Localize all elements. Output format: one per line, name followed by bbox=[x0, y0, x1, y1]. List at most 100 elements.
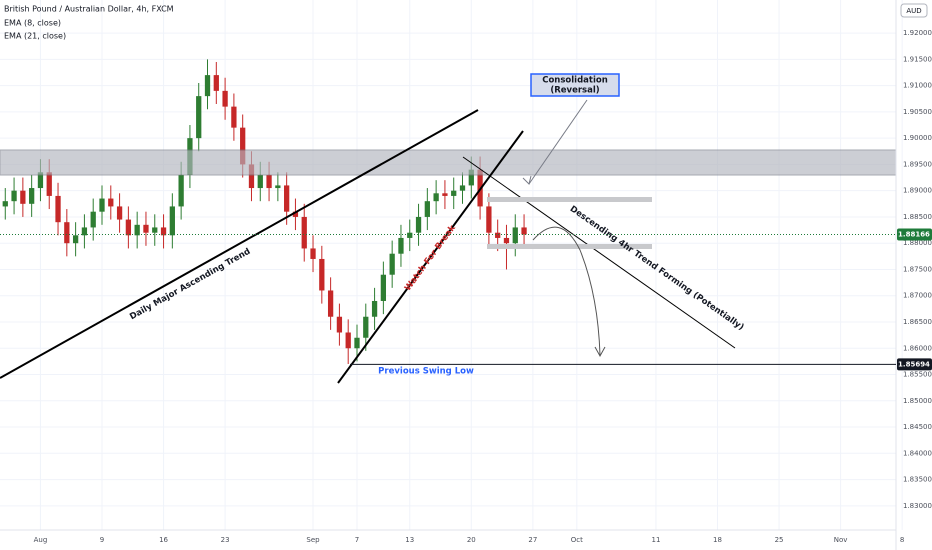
y-tick-label: 1.90000 bbox=[903, 134, 932, 142]
candle-body bbox=[11, 190, 17, 202]
candle-body bbox=[433, 193, 439, 202]
x-tick-label: 11 bbox=[651, 536, 660, 544]
y-tick-label: 1.91500 bbox=[903, 55, 932, 63]
x-tick-label: 20 bbox=[467, 536, 476, 544]
candle-body bbox=[134, 224, 140, 236]
candle-body bbox=[125, 219, 132, 236]
candle-body bbox=[275, 185, 281, 189]
price-label: 1.88166 bbox=[898, 230, 930, 238]
x-tick-label: 8 bbox=[900, 536, 904, 544]
candle-body bbox=[468, 169, 474, 186]
candle-body bbox=[257, 174, 263, 189]
candle-body bbox=[354, 337, 360, 349]
trend-line bbox=[0, 109, 479, 379]
y-tick-label: 1.92000 bbox=[903, 29, 932, 37]
candle-body bbox=[99, 198, 105, 212]
candle-body bbox=[363, 316, 369, 338]
candle-body bbox=[64, 222, 70, 244]
y-tick-label: 1.90500 bbox=[903, 108, 932, 116]
range-bar bbox=[487, 197, 652, 202]
callout-text: Consolidation bbox=[542, 76, 608, 86]
candle-body bbox=[292, 211, 299, 217]
x-tick-label: 23 bbox=[221, 536, 230, 544]
candle-body bbox=[143, 224, 149, 233]
candle-body bbox=[486, 206, 492, 233]
x-tick-label: Nov bbox=[834, 536, 848, 544]
candle-body bbox=[389, 253, 395, 275]
candle-body bbox=[152, 227, 158, 233]
x-tick-label: 18 bbox=[713, 536, 722, 544]
x-tick-label: 25 bbox=[775, 536, 784, 544]
y-tick-label: 1.83000 bbox=[903, 502, 932, 510]
candle-body bbox=[55, 195, 61, 223]
x-tick-label: 16 bbox=[159, 536, 168, 544]
chart-title: British Pound / Australian Dollar, 4h, F… bbox=[4, 5, 174, 14]
candle-body bbox=[240, 127, 246, 165]
price-label: 1.85694 bbox=[898, 360, 930, 368]
arrow-head bbox=[522, 175, 532, 185]
candle-body bbox=[81, 227, 88, 236]
candle-body bbox=[2, 201, 8, 207]
y-tick-label: 1.91000 bbox=[903, 82, 932, 90]
candle-body bbox=[37, 172, 44, 189]
y-tick-label: 1.84000 bbox=[903, 449, 932, 457]
candle-body bbox=[451, 190, 457, 196]
currency: AUD bbox=[906, 7, 921, 15]
candle-body bbox=[284, 185, 290, 212]
x-tick-label: 7 bbox=[355, 536, 359, 544]
candle-body bbox=[415, 216, 422, 233]
candle-body bbox=[310, 248, 316, 259]
candle-body bbox=[231, 106, 237, 128]
candle-body bbox=[169, 206, 175, 236]
y-tick-label: 1.85000 bbox=[903, 397, 932, 405]
x-tick-label: 13 bbox=[405, 536, 414, 544]
candle-body bbox=[116, 206, 123, 220]
x-tick-label: Aug bbox=[34, 536, 48, 544]
annotation-text: Previous Swing Low bbox=[378, 367, 474, 377]
candle-body bbox=[20, 190, 26, 204]
trend-line bbox=[462, 156, 736, 349]
candle-body bbox=[371, 300, 378, 317]
y-tick-label: 1.86000 bbox=[903, 344, 932, 352]
x-tick-label: Sep bbox=[306, 536, 320, 544]
x-tick-label: 9 bbox=[100, 536, 104, 544]
y-tick-label: 1.87000 bbox=[903, 292, 932, 300]
arrow bbox=[532, 226, 601, 356]
y-tick-label: 1.89500 bbox=[903, 160, 932, 168]
candle-body bbox=[442, 193, 448, 196]
candle-body bbox=[521, 227, 527, 235]
candle-body bbox=[196, 96, 202, 139]
y-tick-label: 1.83500 bbox=[903, 476, 932, 484]
candle-body bbox=[512, 227, 518, 244]
candle-body bbox=[248, 164, 255, 189]
candle-body bbox=[213, 75, 219, 91]
candle-body bbox=[398, 237, 404, 254]
candle-body bbox=[424, 201, 430, 217]
candle-body bbox=[459, 185, 466, 191]
y-tick-label: 1.87500 bbox=[903, 265, 932, 273]
candle-body bbox=[301, 216, 307, 249]
candle-body bbox=[160, 227, 167, 236]
y-tick-label: 1.84500 bbox=[903, 423, 932, 431]
candle-body bbox=[204, 75, 211, 97]
candle-body bbox=[266, 174, 272, 189]
trend-line bbox=[337, 130, 524, 384]
candle-body bbox=[46, 172, 52, 196]
candle-body bbox=[503, 237, 510, 244]
y-tick-label: 1.89000 bbox=[903, 187, 932, 195]
candle-body bbox=[495, 232, 501, 238]
candle-body bbox=[178, 174, 184, 207]
currency-box bbox=[900, 3, 928, 18]
candle-body bbox=[380, 274, 387, 301]
candle-body bbox=[319, 258, 325, 291]
candle-body bbox=[90, 211, 96, 228]
candle-body bbox=[72, 235, 79, 244]
range-bar bbox=[487, 244, 652, 249]
candle-body bbox=[336, 316, 343, 333]
candle-body bbox=[29, 188, 35, 204]
candle-body bbox=[345, 332, 351, 349]
